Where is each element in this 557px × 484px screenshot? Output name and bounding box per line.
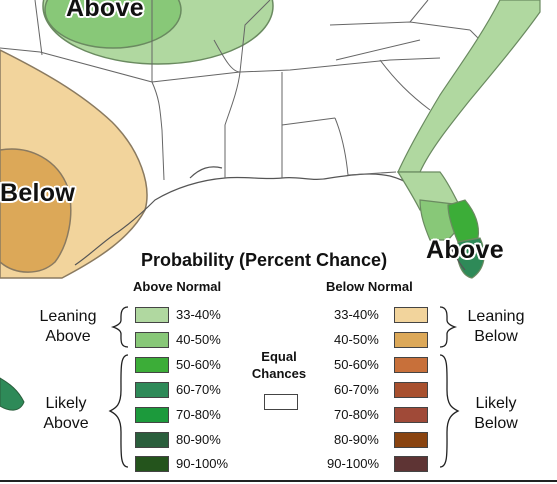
- legend-below-swatch: [394, 357, 428, 373]
- legend-above-range: 70-80%: [176, 407, 221, 422]
- legend-below-range: 80-90%: [334, 432, 379, 447]
- below-normal-region-west: [0, 49, 148, 279]
- legend-above-swatch: [135, 432, 169, 448]
- legend-below-swatch: [394, 332, 428, 348]
- legend-below-swatch: [394, 407, 428, 423]
- legend-below-range: 33-40%: [334, 307, 379, 322]
- legend-below-swatch: [394, 456, 428, 472]
- legend-below-range: 40-50%: [334, 332, 379, 347]
- legend-above-swatch: [135, 357, 169, 373]
- legend-above-range: 40-50%: [176, 332, 221, 347]
- region-label-above-north: Above: [66, 0, 144, 22]
- legend-above-range: 90-100%: [176, 456, 229, 471]
- island-fragment: [0, 377, 25, 411]
- legend-below-range: 60-70%: [334, 382, 379, 397]
- legend-below-swatch: [394, 382, 428, 398]
- legend-equal-chances-label: Equal Chances: [251, 349, 307, 381]
- above-normal-region-north: [42, 0, 274, 65]
- legend-below-range: 90-100%: [327, 456, 380, 471]
- legend-above-swatch: [135, 332, 169, 348]
- legend-above-swatch: [135, 407, 169, 423]
- legend-group-likely-below: Likely Below: [474, 395, 518, 432]
- legend-above-range: 60-70%: [176, 382, 221, 397]
- legend-above-range: 50-60%: [176, 357, 221, 372]
- legend-below-header: Below Normal: [326, 279, 413, 294]
- legend-above-range: 80-90%: [176, 432, 221, 447]
- legend-above-header: Above Normal: [133, 279, 222, 294]
- legend-below-range: 70-80%: [334, 407, 379, 422]
- legend-below-range: 50-60%: [334, 357, 379, 372]
- legend-group-likely-above: Likely Above: [43, 395, 89, 432]
- state-borders: [0, 0, 501, 181]
- legend-equal-chances-swatch: [264, 394, 298, 410]
- legend-group-leaning-below: Leaning Below: [467, 308, 525, 345]
- region-label-above-florida: Above: [426, 236, 504, 264]
- legend-below-swatch: [394, 432, 428, 448]
- legend-above-swatch: [135, 382, 169, 398]
- region-label-below-west: Below: [0, 179, 76, 207]
- legend-above-swatch: [135, 307, 169, 323]
- legend-above-swatch: [135, 456, 169, 472]
- legend-group-leaning-above: Leaning Above: [39, 308, 97, 345]
- legend-above-range: 33-40%: [176, 307, 221, 322]
- legend-below-swatch: [394, 307, 428, 323]
- legend-title: Probability (Percent Chance): [141, 250, 388, 270]
- above-normal-region-southeast: [396, 0, 541, 279]
